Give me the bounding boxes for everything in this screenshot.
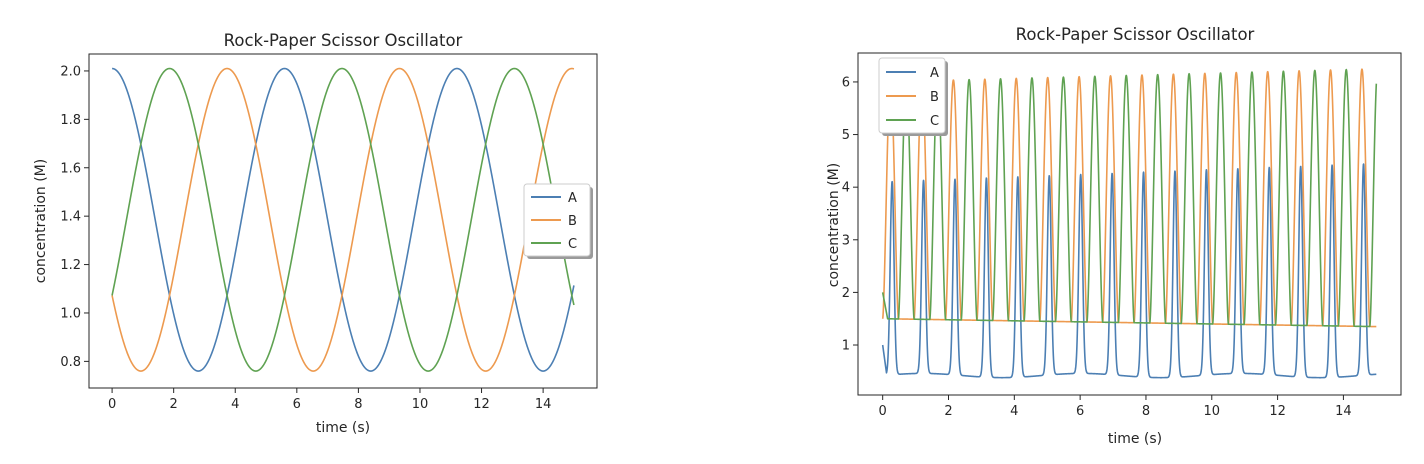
y-tick-label: 2: [842, 286, 850, 301]
y-ticks: 1 2 3 4 5 6: [842, 75, 858, 354]
x-tick-label: 0: [879, 404, 887, 419]
plot-frame: [88, 53, 598, 389]
legend-label-c: C: [930, 114, 939, 129]
series-line-b: [881, 68, 1377, 328]
x-tick-label: 4: [231, 397, 239, 412]
x-tick-label: 0: [108, 397, 116, 412]
x-tick-label: 10: [412, 397, 429, 412]
x-tick-label: 12: [1269, 404, 1286, 419]
plot-area: 0 2 4 6 8 10 12 14 0.8 1.0 1.2 1.4 1.6 1.8 2.0: [60, 53, 598, 412]
chart-title: Rock-Paper Scissor Oscillator: [224, 31, 463, 50]
x-tick-label: 4: [1010, 404, 1018, 419]
x-axis-label: time (s): [316, 420, 370, 436]
y-tick-label: 1: [842, 339, 850, 354]
y-tick-label: 1.2: [60, 258, 81, 273]
series-lines: [881, 68, 1378, 379]
chart-title: Rock-Paper Scissor Oscillator: [1016, 25, 1255, 44]
x-tick-label: 2: [944, 404, 952, 419]
legend-label-a: A: [930, 66, 939, 81]
x-ticks: 0 2 4 6 8 10 12 14: [108, 388, 551, 412]
series-line-a: [881, 163, 1377, 379]
legend: A B C: [523, 183, 593, 259]
series-line-a: [111, 67, 575, 372]
legend-label-c: C: [568, 237, 577, 252]
y-axis-label: concentration (M): [33, 159, 49, 283]
x-tick-label: 6: [293, 397, 301, 412]
x-tick-label: 12: [473, 397, 490, 412]
x-tick-label: 14: [535, 397, 552, 412]
x-ticks: 0 2 4 6 8 10 12 14: [879, 395, 1352, 419]
y-tick-label: 1.8: [60, 113, 81, 128]
y-tick-label: 3: [842, 233, 850, 248]
series-line-c: [881, 68, 1378, 328]
y-tick-label: 1.4: [60, 210, 81, 225]
x-tick-label: 10: [1203, 404, 1220, 419]
y-tick-label: 2.0: [60, 64, 81, 79]
x-tick-label: 8: [1142, 404, 1150, 419]
y-axis-label: concentration (M): [826, 163, 842, 287]
plot-frame: [857, 52, 1402, 396]
series-lines: [111, 67, 575, 372]
series-line-b: [111, 67, 575, 372]
y-tick-label: 1.6: [60, 161, 81, 176]
legend: A B C: [878, 57, 948, 136]
legend-label-b: B: [930, 90, 939, 105]
x-tick-label: 2: [170, 397, 178, 412]
series-line-c: [111, 67, 575, 372]
y-tick-label: 0.8: [60, 355, 81, 370]
x-tick-label: 8: [354, 397, 362, 412]
legend-label-b: B: [568, 214, 577, 229]
y-tick-label: 6: [842, 75, 850, 90]
chart-right: Rock-Paper Scissor Oscillator 0 2 4 6 8 10 12 1…: [826, 25, 1402, 447]
y-tick-label: 4: [842, 181, 850, 196]
y-tick-label: 5: [842, 128, 850, 143]
y-ticks: 0.8 1.0 1.2 1.4 1.6 1.8 2.0: [60, 64, 89, 370]
x-tick-label: 6: [1076, 404, 1084, 419]
legend-label-a: A: [568, 191, 577, 206]
y-tick-label: 1.0: [60, 306, 81, 321]
chart-left: Rock-Paper Scissor Oscillator 0 2 4 6 8 10 12 1…: [33, 31, 598, 436]
x-tick-label: 14: [1335, 404, 1352, 419]
x-axis-label: time (s): [1108, 431, 1162, 447]
